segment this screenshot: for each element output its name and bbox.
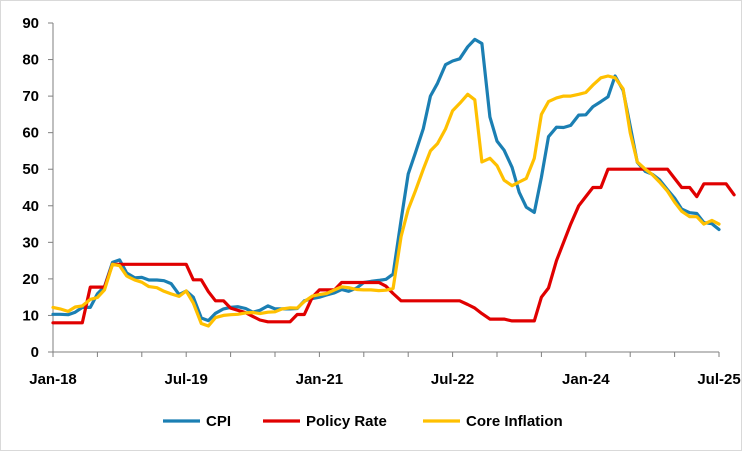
y-tick-label: 60 — [22, 125, 39, 142]
series-layer — [51, 37, 736, 328]
axes: 0 10 20 30 40 50 60 70 80 90 Jan-18 Jul-19 Jan-21 Jul… — [22, 15, 740, 388]
y-tick-label: 80 — [22, 52, 39, 69]
x-tick-label: Jan-18 — [29, 371, 77, 388]
x-tick-label: Jul-25 — [697, 371, 740, 388]
x-tick-label: Jul-19 — [165, 371, 208, 388]
series-line-core-inflation — [51, 74, 721, 328]
x-tick-label: Jan-21 — [296, 371, 344, 388]
y-tick-label: 0 — [31, 344, 39, 361]
x-tick-label: Jan-24 — [562, 371, 610, 388]
legend-label-policy-rate: Policy Rate — [306, 413, 387, 430]
x-tick-label: Jul-22 — [431, 371, 474, 388]
y-tick-label: 90 — [22, 15, 39, 32]
y-tick-label: 20 — [22, 271, 39, 288]
legend-label-cpi: CPI — [206, 413, 231, 430]
y-tick-label: 50 — [22, 161, 39, 178]
y-tick-label: 10 — [22, 307, 39, 324]
legend-label-core-inflation: Core Inflation — [466, 413, 563, 430]
series-line-policy-rate — [51, 167, 736, 325]
legend: CPI Policy Rate Core Inflation — [163, 413, 563, 430]
y-tick-label: 70 — [22, 88, 39, 105]
y-tick-label: 30 — [22, 234, 39, 251]
y-tick-label: 40 — [22, 198, 39, 215]
series-line-cpi — [51, 37, 721, 323]
